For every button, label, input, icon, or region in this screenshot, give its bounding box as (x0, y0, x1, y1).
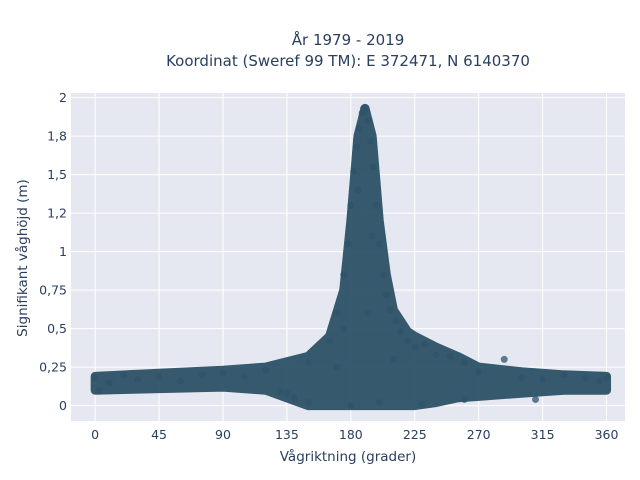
scatter-point (134, 375, 142, 383)
scatter-point (304, 358, 312, 366)
scatter-point (364, 117, 372, 125)
scatter-point (333, 309, 341, 317)
scatter-point (262, 366, 270, 374)
scatter-point (354, 186, 362, 194)
scatter-point (460, 395, 468, 403)
scatter-point (382, 291, 390, 299)
scatter-point (290, 394, 298, 402)
scatter-point (411, 343, 419, 351)
scatter-point (347, 201, 355, 209)
scatter-point (155, 372, 163, 380)
scatter-point (198, 371, 206, 379)
scatter-point (397, 328, 405, 336)
scatter-point (460, 358, 468, 366)
x-tick-label: 135 (275, 427, 299, 442)
scatter-point (404, 337, 412, 345)
x-tick-label: 180 (339, 427, 363, 442)
scatter-point (350, 168, 358, 176)
scatter-point (532, 395, 540, 403)
scatter-point (361, 107, 369, 115)
y-tick-label: 0,5 (47, 321, 67, 336)
y-tick-label: 1 (59, 244, 67, 259)
x-tick-label: 315 (531, 427, 555, 442)
scatter-point (347, 402, 355, 410)
scatter-point (344, 240, 352, 248)
scatter-point (389, 355, 397, 363)
scatter-point (560, 371, 568, 379)
x-tick-label: 45 (151, 427, 167, 442)
scatter-point (595, 377, 603, 385)
scatter-point (375, 399, 383, 407)
scatter-point (326, 337, 334, 345)
scatter-point (353, 143, 361, 151)
scatter-points (90, 103, 612, 411)
scatter-point (539, 375, 547, 383)
scatter-point (95, 386, 103, 394)
x-tick-label: 360 (595, 427, 619, 442)
y-tick-label: 0 (59, 398, 67, 413)
scatter-point (392, 317, 400, 325)
scatter-point (603, 374, 611, 382)
scatter-point (219, 369, 227, 377)
scatter-point (375, 240, 383, 248)
y-axis-title: Signifikant våghöjd (m) (14, 179, 31, 337)
scatter-point (355, 124, 363, 132)
scatter-point (91, 374, 99, 382)
scatter-point (304, 399, 312, 407)
scatter-point (517, 374, 525, 382)
y-axis-ticks: 0 0,25 0,5 0,75 1 1,2 1,5 1,8 2 (39, 90, 67, 413)
scatter-point (367, 137, 375, 145)
scatter-point (446, 352, 454, 360)
y-tick-label: 0,75 (39, 283, 67, 298)
scatter-point (340, 271, 348, 279)
scatter-point (372, 201, 380, 209)
scatter-point (370, 163, 378, 171)
scatter-point (276, 388, 284, 396)
scatter-point (333, 363, 341, 371)
scatter-point (364, 309, 372, 317)
scatter-density-region (90, 103, 612, 411)
scatter-point (176, 377, 184, 385)
x-tick-label: 0 (91, 427, 99, 442)
scatter-point (500, 355, 508, 363)
x-tick-label: 225 (403, 427, 427, 442)
scatter-point (421, 340, 429, 348)
x-tick-label: 90 (215, 427, 231, 442)
scatter-point (105, 379, 113, 387)
scatter-point (581, 374, 589, 382)
scatter-point (368, 232, 376, 240)
scatter-point (387, 306, 395, 314)
y-tick-label: 1,5 (47, 167, 67, 182)
x-axis-title: Vågriktning (grader) (280, 448, 417, 465)
scatter-point (240, 372, 248, 380)
scatter-point (340, 325, 348, 333)
scatter-point (120, 371, 128, 379)
y-tick-label: 1,2 (47, 206, 67, 221)
y-tick-label: 0,25 (39, 360, 67, 375)
scatter-point (380, 271, 388, 279)
scatter-point (475, 368, 483, 376)
y-tick-label: 1,8 (47, 129, 67, 144)
chart-title-line-1: År 1979 - 2019 (292, 30, 405, 49)
scatter-point (432, 351, 440, 359)
x-tick-label: 270 (467, 427, 491, 442)
chart-title-line-2: Koordinat (Sweref 99 TM): E 372471, N 61… (166, 52, 530, 70)
scatter-point (283, 389, 291, 397)
scatter-point (418, 400, 426, 408)
y-tick-label: 2 (59, 90, 67, 105)
x-axis-ticks: 0 45 90 135 180 225 270 315 360 (91, 427, 618, 442)
